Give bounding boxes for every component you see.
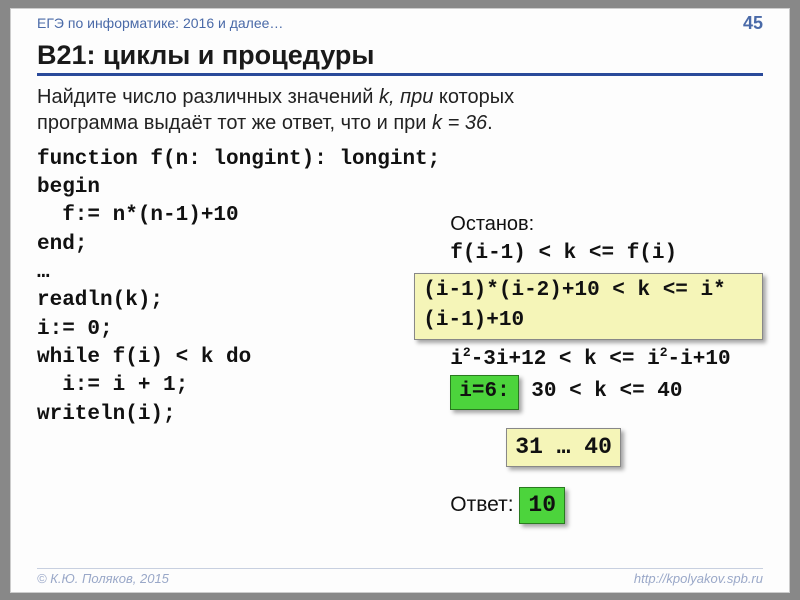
- question-part: Найдите число различных значений: [37, 86, 379, 108]
- cond-line-3: i2-3i+12 < k <= i2-i+10: [450, 344, 763, 375]
- range-row: 31 … 40: [506, 424, 763, 471]
- question-text: Найдите число различных значений k, при …: [37, 84, 763, 136]
- question-part: .: [487, 112, 493, 134]
- footer: © К.Ю. Поляков, 2015 http://kpolyakov.sp…: [37, 568, 763, 586]
- stop-label: Останов:: [450, 210, 763, 239]
- cond-line-1: f(i-1) < k <= f(i): [450, 239, 763, 269]
- cond-line-2-highlight: (i-1)*(i-2)+10 < k <= i*(i-1)+10: [414, 273, 763, 340]
- question-part: программа выдаёт тот же ответ, что и при: [37, 112, 432, 134]
- cond3-c: -i+10: [668, 348, 731, 371]
- answer-row: Ответ: 10: [450, 487, 763, 524]
- slide: ЕГЭ по информатике: 2016 и далее… 45 B21…: [10, 8, 790, 593]
- question-italic: k, при: [379, 86, 433, 108]
- question-italic: k = 36: [432, 112, 487, 134]
- footer-url: http://kpolyakov.spb.ru: [634, 571, 763, 586]
- question-part: которых: [433, 86, 514, 108]
- squared-icon: 2: [463, 345, 471, 360]
- answer-label: Ответ:: [450, 493, 519, 516]
- code-block: function f(n: longint): longint; begin f…: [37, 146, 440, 525]
- copyright: © К.Ю. Поляков, 2015: [37, 571, 169, 586]
- cond3-a: i: [450, 348, 463, 371]
- content-row: function f(n: longint): longint; begin f…: [37, 146, 763, 525]
- answer-value: 10: [519, 487, 565, 524]
- cond3-b: -3i+12 < k <= i: [471, 348, 660, 371]
- i6-highlight: i=6:: [450, 375, 518, 409]
- slide-title: B21: циклы и процедуры: [37, 40, 763, 76]
- top-bar: ЕГЭ по информатике: 2016 и далее… 45: [37, 9, 763, 34]
- course-title: ЕГЭ по информатике: 2016 и далее…: [37, 15, 283, 31]
- i6-rest: 30 < k <= 40: [519, 380, 683, 403]
- derivation: Останов: f(i-1) < k <= f(i) (i-1)*(i-2)+…: [450, 146, 763, 525]
- squared-icon: 2: [660, 345, 668, 360]
- i6-line: i=6: 30 < k <= 40: [450, 375, 763, 409]
- range-highlight: 31 … 40: [506, 428, 621, 467]
- page-number: 45: [743, 13, 763, 34]
